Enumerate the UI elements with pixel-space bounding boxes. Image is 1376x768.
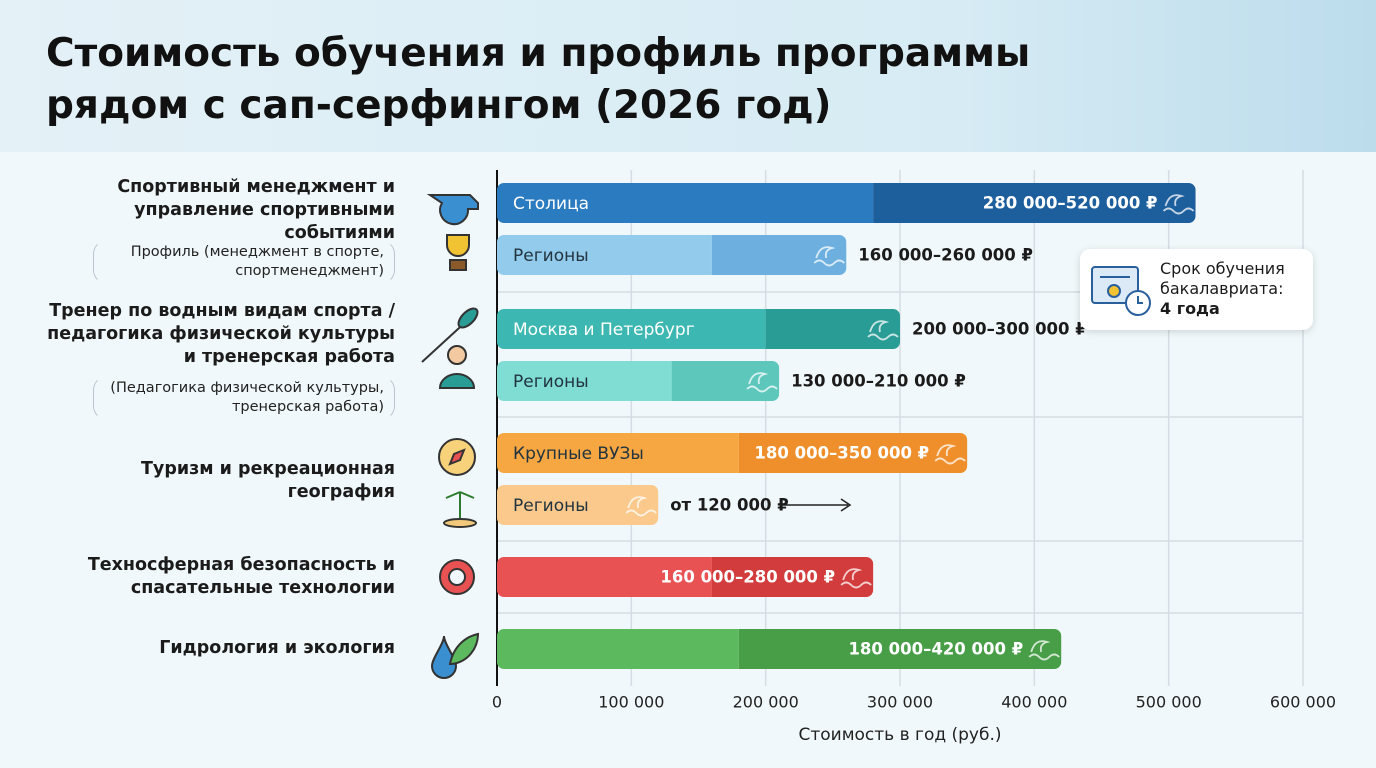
value-label: 130 000–210 000 ₽ [791, 372, 966, 391]
bar-segment [497, 433, 739, 473]
x-tick-label: 300 000 [867, 693, 933, 712]
wave-icon [934, 444, 966, 465]
value-label: 180 000–350 000 ₽ [754, 444, 929, 463]
wave-icon [867, 320, 899, 341]
x-tick-label: 100 000 [598, 693, 664, 712]
bar-name: Столица [513, 194, 589, 214]
value-label: 180 000–420 000 ₽ [848, 640, 1023, 659]
x-tick-label: 0 [492, 693, 502, 712]
value-label: 200 000–300 000 ₽ [912, 320, 1087, 339]
group-label: Спортивный менеджмент и управление спорт… [117, 177, 395, 243]
value-label: 280 000–520 000 ₽ [983, 194, 1158, 213]
bar-name: Регионы [513, 246, 589, 266]
x-tick-label: 400 000 [1001, 693, 1067, 712]
bar-segment [497, 485, 659, 525]
bar-segment [497, 361, 672, 401]
bar-name: Регионы [513, 372, 589, 392]
info-value: 4 года [1160, 299, 1220, 318]
wave-icon [1162, 194, 1195, 215]
bar-segment [497, 309, 766, 349]
bar-segment [497, 235, 712, 275]
group-label: Туризм и рекреационная география [140, 459, 395, 502]
group-label: Тренер по водным видам спорта / педагоги… [47, 301, 395, 367]
wave-icon [746, 372, 778, 393]
header-band [0, 0, 1376, 152]
bar-range-segment [711, 235, 847, 275]
bar-range-segment [738, 433, 968, 473]
info-box: Срок обучения бакалавриата: 4 года [1080, 249, 1313, 330]
value-label: 160 000–280 000 ₽ [660, 568, 835, 587]
x-tick-label: 600 000 [1270, 693, 1336, 712]
bar-name: Москва и Петербург [513, 320, 695, 340]
x-axis-label: Стоимость в год (руб.) [798, 725, 1001, 745]
x-tick-label: 200 000 [733, 693, 799, 712]
group-label: Техносферная безопасность и спасательные… [87, 555, 395, 598]
bar-range-segment [671, 361, 780, 401]
icons [421, 194, 480, 679]
bar-segment [497, 183, 874, 223]
wave-icon [840, 568, 872, 589]
x-tick-label: 500 000 [1136, 693, 1202, 712]
group-note: (Педагогика физической культуры, тренерс… [93, 376, 395, 420]
group-note: Профиль (менеджмент в спорте, спортменед… [93, 240, 395, 284]
group-label: Гидрология и экология [159, 638, 395, 658]
wave-icon [1028, 640, 1060, 661]
value-label: 160 000–260 000 ₽ [858, 246, 1033, 265]
bar-range-segment [711, 557, 874, 597]
bar-name: Регионы [513, 496, 589, 516]
bar-range-segment [738, 629, 1062, 669]
chart-title: Стоимость обучения и профиль программы р… [46, 31, 1031, 128]
info-label: Срок обучения бакалавриата: [1160, 259, 1285, 298]
value-label: от 120 000 ₽ [670, 496, 789, 515]
bar-range-segment [765, 309, 900, 349]
info-text: Срок обучения бакалавриата: 4 года [1160, 259, 1310, 319]
bar-name: Крупные ВУЗы [513, 444, 644, 464]
wave-icon [625, 496, 657, 517]
certificate-icon [1091, 266, 1151, 316]
continuation-arrow [783, 498, 852, 512]
bar-range-segment [873, 183, 1196, 223]
bar-segment [497, 629, 739, 669]
wave-icon [813, 246, 845, 267]
bar-segment [497, 557, 712, 597]
